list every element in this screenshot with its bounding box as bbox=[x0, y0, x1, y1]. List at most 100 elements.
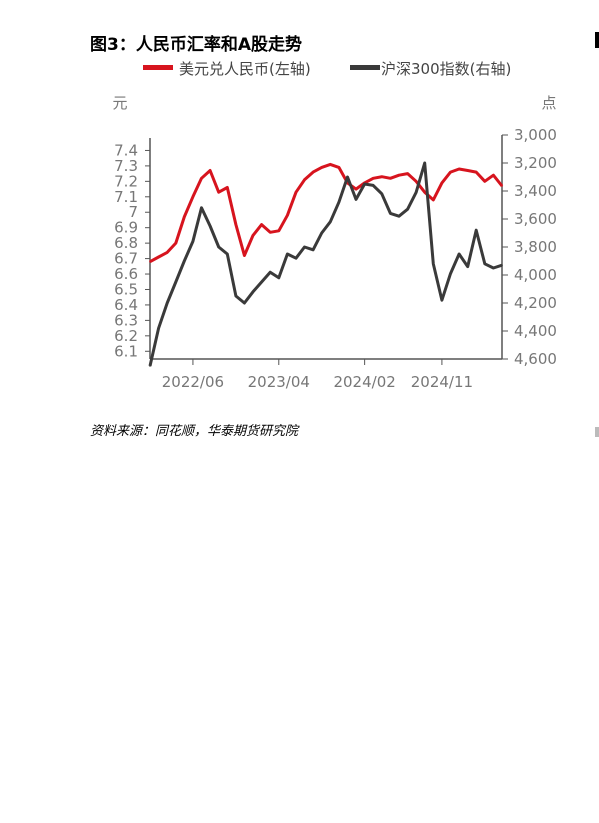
usdcny-point bbox=[492, 174, 495, 176]
right-axis-tick-label: 4,600 bbox=[514, 350, 557, 368]
chart-axes: 7.47.37.27.176.96.86.76.66.56.46.36.26.1… bbox=[114, 126, 557, 391]
csi300-point bbox=[466, 265, 469, 268]
legend-swatch bbox=[350, 65, 380, 70]
usdcny-point bbox=[355, 188, 357, 190]
csi300-point bbox=[423, 162, 426, 164]
usdcny-point bbox=[312, 171, 314, 173]
csi300-point bbox=[269, 271, 272, 274]
usdcny-point bbox=[243, 254, 246, 257]
usdcny-point bbox=[269, 231, 272, 234]
right-axis-tick-label: 4,000 bbox=[514, 266, 557, 284]
right-axis-tick-label: 3,400 bbox=[514, 182, 557, 200]
csi300-point bbox=[260, 281, 263, 283]
usdcny-point bbox=[406, 172, 409, 175]
left-axis-tick-label: 6.7 bbox=[114, 250, 138, 268]
csi300-point bbox=[226, 253, 229, 255]
legend-label: 美元兑人民币(左轴) bbox=[179, 60, 311, 78]
legend-swatch bbox=[143, 65, 173, 70]
csi300-point bbox=[355, 198, 357, 201]
usdcny-point bbox=[432, 199, 435, 201]
left-axis-tick-label: 6.3 bbox=[114, 311, 138, 329]
x-axis-tick-label: 2024/02 bbox=[333, 373, 395, 391]
usdcny-point bbox=[449, 171, 452, 173]
csi300-point bbox=[329, 221, 332, 223]
left-axis-tick-label: 6.4 bbox=[114, 296, 138, 314]
adjacent-panel-edge bbox=[595, 32, 599, 48]
usdcny-point bbox=[458, 168, 460, 170]
right-axis-tick-label: 4,400 bbox=[514, 322, 557, 340]
left-axis-tick-label: 7.4 bbox=[114, 141, 138, 159]
usdcny-point bbox=[252, 234, 254, 237]
left-axis-tick-label: 6.9 bbox=[114, 219, 138, 237]
csi300-point bbox=[475, 229, 478, 231]
usdcny-point bbox=[295, 191, 297, 193]
csi300-line bbox=[148, 161, 503, 367]
csi300-point bbox=[200, 207, 203, 209]
source-note: 资料来源：同花顺，华泰期货研究院 bbox=[90, 424, 299, 439]
usdcny-line bbox=[149, 162, 504, 264]
csi300-point bbox=[363, 183, 366, 185]
usdcny-point bbox=[475, 171, 478, 173]
csi300-point bbox=[243, 302, 246, 304]
x-axis-tick-label: 2023/04 bbox=[248, 373, 310, 391]
csi300-point bbox=[432, 263, 435, 265]
usdcny-point bbox=[260, 223, 263, 226]
csi300-point bbox=[192, 240, 194, 243]
csi300-point bbox=[295, 257, 297, 260]
usdcny-point bbox=[466, 169, 469, 172]
x-axis-tick-label: 2022/06 bbox=[162, 373, 224, 391]
usdcny-point bbox=[372, 177, 375, 180]
left-axis-tick-label: 6.2 bbox=[114, 327, 138, 345]
left-axis-tick-label: 6.5 bbox=[114, 280, 138, 298]
usdcny-point bbox=[338, 166, 340, 169]
series-layer bbox=[148, 161, 504, 367]
usdcny-point bbox=[217, 191, 220, 193]
csi300-point bbox=[381, 193, 383, 195]
left-axis-tick-label: 7.2 bbox=[114, 172, 138, 190]
csi300-point bbox=[398, 215, 400, 217]
usdcny-point bbox=[303, 179, 306, 181]
usdcny-point bbox=[175, 242, 177, 244]
usdcny-point bbox=[329, 163, 332, 166]
left-axis-tick-label: 7.3 bbox=[114, 157, 138, 175]
usdcny-point bbox=[235, 223, 237, 226]
left-axis-tick-label: 6.6 bbox=[114, 265, 138, 283]
csi300-point bbox=[458, 253, 460, 255]
figure-title: 图3：人民币汇率和A股走势 bbox=[90, 35, 302, 55]
usdcny-point bbox=[389, 177, 392, 180]
csi300-point bbox=[278, 277, 280, 279]
csi300-point bbox=[501, 264, 503, 267]
csi300-point bbox=[320, 232, 323, 234]
csi300-point bbox=[166, 302, 168, 304]
right-axis-tick-label: 4,200 bbox=[514, 294, 557, 312]
left-axis-tick-label: 6.1 bbox=[114, 342, 138, 360]
chart-legend: 美元兑人民币(左轴) 沪深300指数(右轴) bbox=[143, 60, 511, 78]
csi300-point bbox=[183, 260, 186, 262]
usdcny-point bbox=[398, 174, 400, 176]
csi300-point bbox=[406, 208, 409, 210]
usdcny-point bbox=[501, 185, 503, 187]
csi300-point bbox=[235, 295, 237, 297]
left-axis-tick-label: 7.1 bbox=[114, 188, 138, 206]
usdcny-point bbox=[320, 166, 323, 169]
usdcny-point bbox=[200, 177, 203, 180]
usdcny-point bbox=[183, 216, 186, 218]
usdcny-point bbox=[209, 169, 211, 172]
csi300-point bbox=[175, 281, 177, 283]
chart-svg: 美元兑人民币(左轴) 沪深300指数(右轴) 元 点 7.47.37.27.176… bbox=[112, 60, 557, 391]
csi300-point bbox=[157, 327, 160, 330]
usdcny-point bbox=[149, 260, 151, 263]
csi300-point bbox=[492, 267, 495, 269]
legend-label: 沪深300指数(右轴) bbox=[381, 60, 511, 78]
usdcny-point bbox=[192, 196, 194, 198]
csi300-point bbox=[346, 176, 349, 178]
csi300-point bbox=[372, 184, 375, 187]
usdcny-point bbox=[415, 180, 417, 183]
usdcny-point bbox=[441, 182, 443, 184]
usdcny-point bbox=[484, 180, 486, 183]
usdcny-point bbox=[381, 175, 383, 178]
usdcny-point bbox=[278, 230, 280, 232]
right-axis-unit-label: 点 bbox=[541, 94, 556, 112]
usdcny-point bbox=[286, 214, 289, 217]
usdcny-point bbox=[157, 256, 160, 258]
